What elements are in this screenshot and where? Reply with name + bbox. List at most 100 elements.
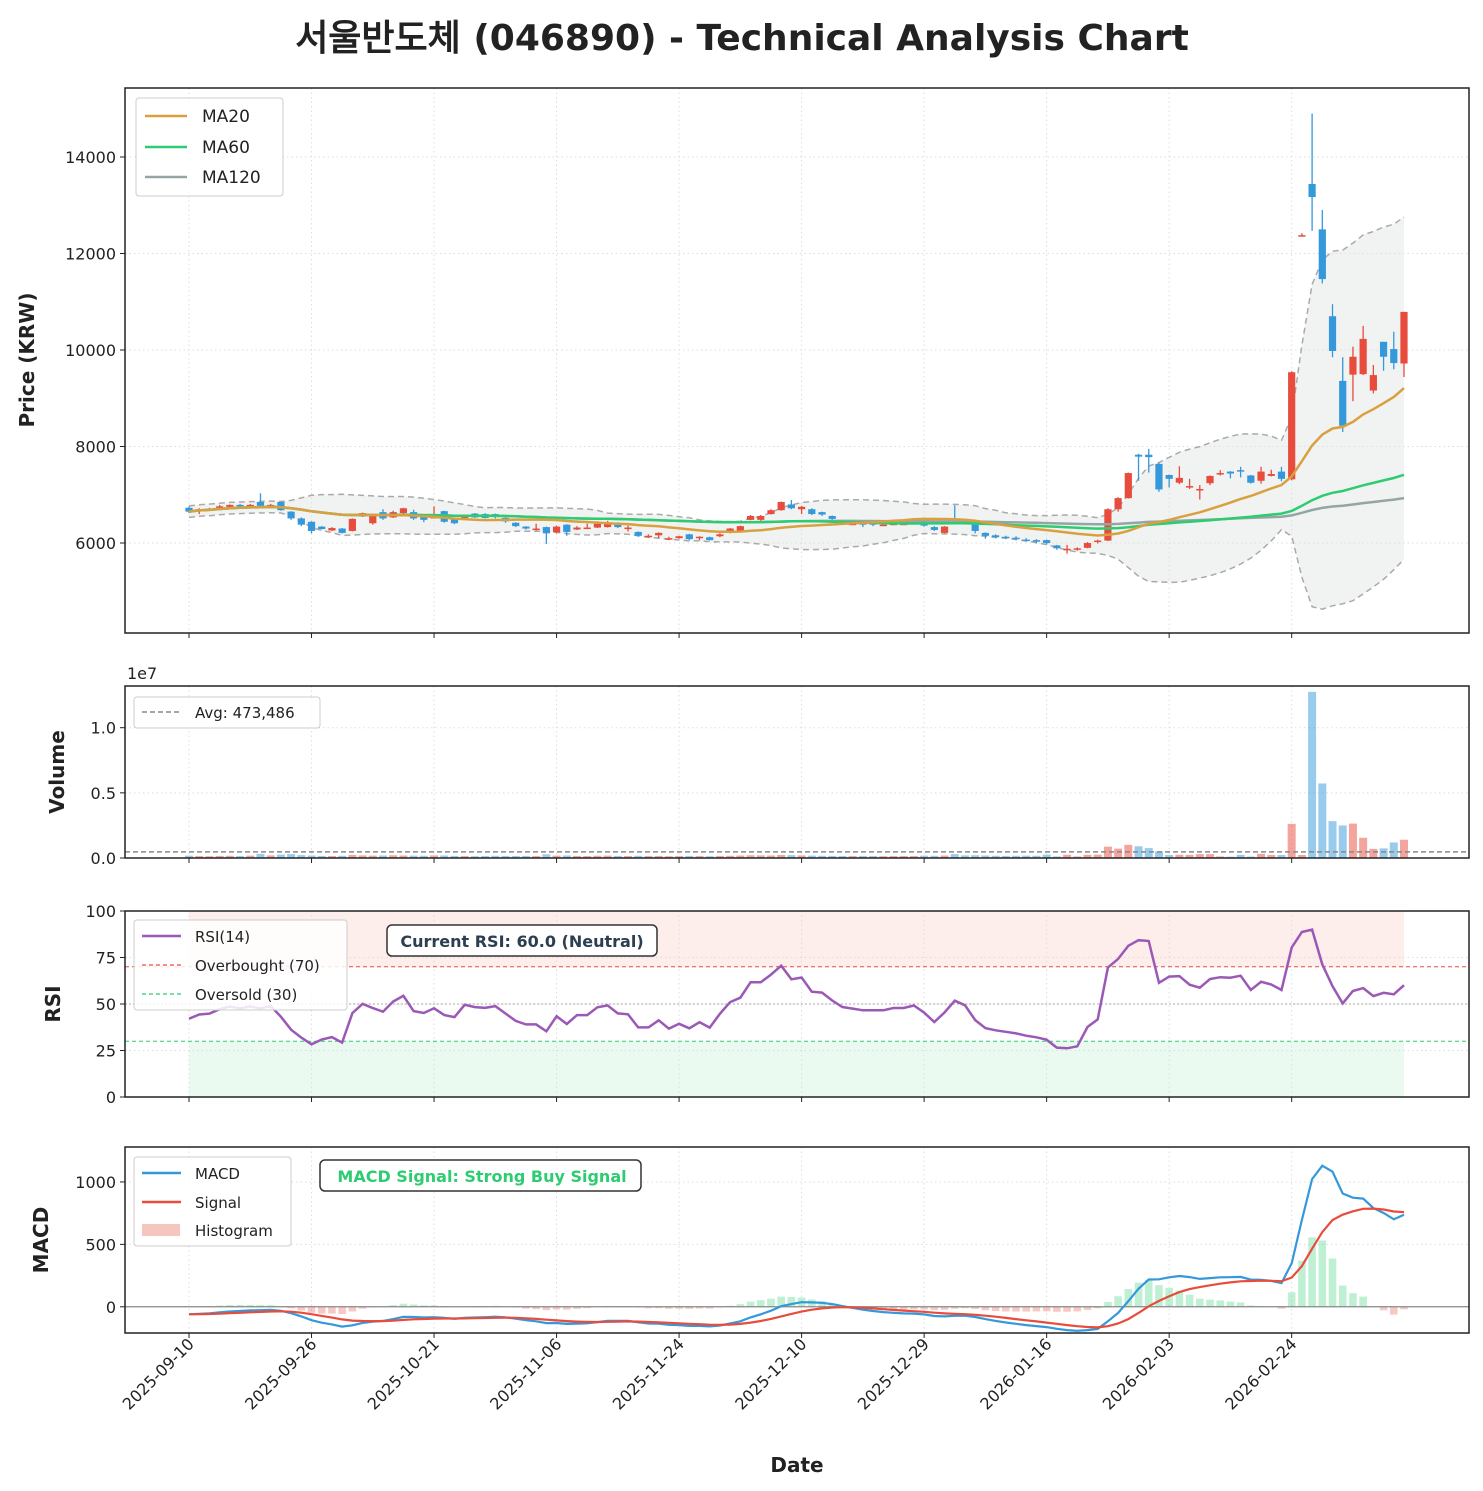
volume-bar xyxy=(838,856,847,858)
macd-histogram-bar xyxy=(307,1306,316,1313)
volume-bar xyxy=(317,855,326,858)
volume-bar xyxy=(389,855,398,858)
candle-up xyxy=(940,526,949,533)
candle-down xyxy=(563,524,571,532)
volume-bar xyxy=(552,855,561,858)
candle-up xyxy=(399,508,408,514)
candle-down xyxy=(542,527,550,534)
macd-histogram-bar xyxy=(1002,1306,1010,1312)
candle-down xyxy=(338,528,346,533)
macd-histogram-bar xyxy=(695,1306,704,1309)
macd-histogram-bar xyxy=(542,1306,551,1311)
macd-histogram-bar xyxy=(348,1306,357,1312)
volume-bar xyxy=(1348,823,1357,858)
macd-histogram-bar xyxy=(246,1304,255,1307)
macd-histogram-bar xyxy=(930,1306,939,1311)
candle-down xyxy=(706,537,714,541)
candle-down xyxy=(1053,545,1061,549)
macd-histogram-bar xyxy=(573,1306,581,1309)
candle-up xyxy=(583,527,591,530)
volume-bar xyxy=(909,856,918,858)
volume-bar xyxy=(358,855,367,858)
legend-ma20: MA20 xyxy=(202,107,250,127)
rsi-ytick-label: 100 xyxy=(85,902,116,921)
candle-down xyxy=(450,519,459,524)
volume-legend: Avg: 473,486 xyxy=(133,696,321,729)
volume-frame xyxy=(124,685,1470,859)
volume-panel: 0.0 0.5 1.0 xyxy=(91,685,1470,868)
macd-histogram-bar xyxy=(1236,1302,1245,1307)
bollinger-lower-line xyxy=(188,511,1405,610)
volume-bar xyxy=(1236,854,1245,858)
macd-histogram-bar xyxy=(920,1306,928,1310)
price-ytick-label: 14000 xyxy=(65,148,116,167)
candle-down xyxy=(512,522,520,527)
macd-histogram-bar xyxy=(420,1305,428,1307)
volume-bar xyxy=(583,856,592,858)
volume-bar xyxy=(1328,821,1337,858)
macd-histogram-bar xyxy=(1022,1306,1031,1312)
macd-histogram-bar xyxy=(1093,1306,1102,1309)
macd-histogram-bar xyxy=(317,1306,326,1314)
macd-histogram-bar xyxy=(940,1306,949,1310)
candle-down xyxy=(1226,471,1235,474)
volume-bar xyxy=(1073,856,1082,858)
candle-up xyxy=(1083,543,1092,548)
volume-bar xyxy=(1165,855,1174,858)
volume-ytick-label: 1.0 xyxy=(91,719,116,738)
candle-up xyxy=(1216,473,1224,475)
volume-bar xyxy=(1369,848,1378,858)
volume-bar xyxy=(960,855,969,858)
candle-down xyxy=(808,509,816,515)
candle-down xyxy=(1277,471,1286,479)
candle-up xyxy=(736,526,744,531)
candle-up xyxy=(1185,486,1194,488)
candle-up xyxy=(1257,471,1265,481)
volume-bar xyxy=(1012,855,1021,858)
price-legend: MA20 MA60 MA120 xyxy=(135,97,284,197)
candle-down xyxy=(971,524,979,531)
candle-up xyxy=(369,515,377,524)
x-tick-label: 2025-10-21 xyxy=(364,1334,443,1413)
macd-histogram-bar xyxy=(1012,1306,1020,1312)
volume-bar xyxy=(470,856,479,858)
macd-histogram-bar xyxy=(736,1304,745,1307)
macd-histogram-bar xyxy=(818,1301,826,1307)
rsi-panel: 0 25 50 75 100 xyxy=(85,902,1470,1107)
macd-histogram-bar xyxy=(236,1304,244,1307)
volume-bar xyxy=(1154,851,1163,858)
volume-bar xyxy=(593,855,602,858)
volume-axis-label: Volume xyxy=(45,730,69,814)
volume-bar xyxy=(491,855,500,858)
rsi-ytick-label: 25 xyxy=(96,1042,116,1061)
macd-histogram-bar xyxy=(644,1306,653,1309)
candle-up xyxy=(573,527,581,530)
volume-bar xyxy=(511,856,520,858)
oversold-zone xyxy=(189,1041,1404,1097)
macd-histogram-bar xyxy=(562,1306,571,1310)
volume-bar xyxy=(1022,855,1031,858)
candle-up xyxy=(1206,475,1214,484)
volume-bar xyxy=(889,856,898,858)
macd-histogram-bar xyxy=(767,1298,775,1307)
candle-down xyxy=(1165,474,1173,479)
volume-offset-text: 1e7 xyxy=(127,664,157,683)
volume-bar xyxy=(685,855,694,858)
candle-up xyxy=(777,501,785,511)
volume-bar xyxy=(1297,855,1306,858)
macd-annotation: MACD Signal: Strong Buy Signal xyxy=(319,1159,642,1192)
volume-bar xyxy=(1001,855,1010,858)
volume-bar xyxy=(521,855,530,858)
candle-up xyxy=(328,528,336,531)
bollinger-upper-line xyxy=(188,216,1405,523)
candle-up xyxy=(1063,548,1071,551)
macd-histogram-bar xyxy=(1185,1294,1194,1307)
macd-histogram-bar xyxy=(746,1301,755,1307)
macd-histogram-bar xyxy=(328,1306,336,1314)
volume-bar xyxy=(287,854,296,858)
rsi-legend: RSI(14) Overbought (70) Oversold (30) xyxy=(133,919,348,1011)
candle-up xyxy=(1175,477,1183,483)
macd-histogram-bar xyxy=(1124,1288,1133,1307)
candle-up xyxy=(879,524,887,527)
macd-histogram-bar xyxy=(1104,1301,1112,1307)
